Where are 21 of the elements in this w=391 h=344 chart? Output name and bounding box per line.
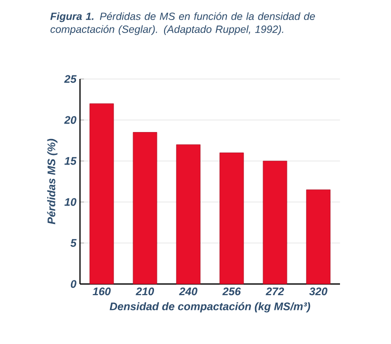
x-tick-label: 272: [266, 288, 284, 296]
y-tick-label: 5: [70, 239, 77, 247]
y-tick-label: 10: [64, 198, 76, 206]
x-tick-label: 320: [309, 288, 328, 296]
bar: [262, 160, 288, 284]
y-tick-label: 15: [64, 157, 77, 165]
y-axis-title: Pérdidas MS (%): [47, 138, 58, 224]
y-tick-label: 0: [70, 280, 76, 288]
y-tick-label: 25: [64, 75, 77, 83]
bar: [176, 144, 200, 284]
x-tick-label: 240: [179, 288, 198, 296]
x-tick-label: 256: [222, 288, 241, 296]
x-tick-label: 160: [92, 288, 111, 296]
x-axis-title: Densidad de compactación (kg MS/m³): [110, 302, 310, 312]
bar: [132, 132, 158, 284]
chart-title: Figura 1. Pérdidas de MS en función de la densidad de compactación (Seglar). (Adaptado Ruppel, 1992).: [50, 12, 315, 36]
y-tick-label: 20: [64, 116, 76, 124]
bar: [220, 152, 244, 284]
bar: [306, 190, 330, 284]
x-tick-label: 210: [136, 288, 154, 296]
bar: [90, 103, 114, 284]
